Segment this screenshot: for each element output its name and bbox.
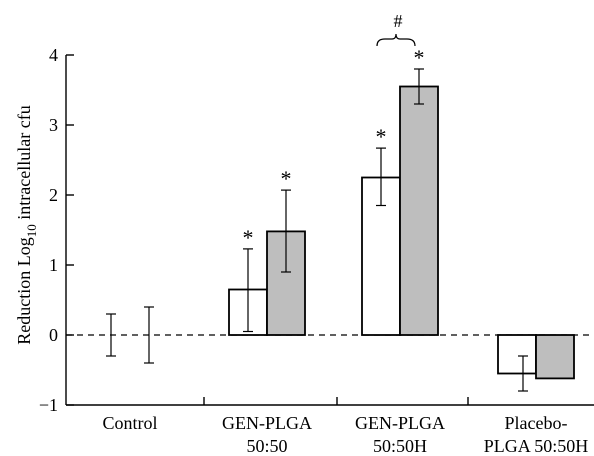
y-axis-label-subscript: 10	[24, 224, 39, 237]
significance-star: *	[281, 166, 292, 191]
significance-bracket	[376, 33, 416, 47]
bar	[535, 334, 575, 380]
bar	[497, 334, 537, 375]
y-tick-label: 4	[49, 45, 58, 65]
y-tick-label: 1	[49, 255, 58, 275]
x-category-label: Control	[102, 413, 157, 433]
y-tick-label: −1	[39, 395, 58, 415]
x-category-label: GEN-PLGA	[355, 413, 445, 433]
significance-star: *	[414, 45, 425, 70]
y-axis-label-rest: intracellular cfu	[14, 105, 34, 224]
x-category-label-line2: PLGA 50:50H	[484, 436, 589, 456]
x-category-label-line2: 50:50	[246, 436, 287, 456]
y-tick-label: 2	[49, 185, 58, 205]
significance-star: *	[376, 124, 387, 149]
bar	[399, 85, 439, 336]
y-axis-label: Reduction Log10 intracellular cfu	[14, 105, 39, 344]
significance-star: *	[243, 225, 254, 250]
y-tick-label: 0	[49, 325, 58, 345]
x-category-label: Placebo-	[505, 413, 568, 433]
x-category-label-line2: 50:50H	[373, 436, 427, 456]
significance-hash: #	[394, 11, 403, 31]
y-tick-label: 3	[49, 115, 58, 135]
x-category-label: GEN-PLGA	[222, 413, 312, 433]
